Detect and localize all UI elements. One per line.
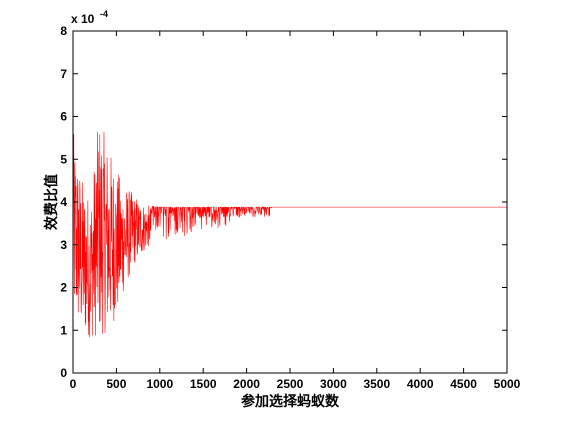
x-tick-label: 5000 bbox=[494, 377, 521, 391]
y-tick-label: 4 bbox=[60, 195, 67, 209]
x-tick-label: 500 bbox=[106, 377, 126, 391]
x-tick-label: 1000 bbox=[146, 377, 173, 391]
x-tick-label: 0 bbox=[70, 377, 77, 391]
x-axis-title: 参加选择蚂蚁数 bbox=[241, 393, 340, 410]
x-tick-label: 4000 bbox=[407, 377, 434, 391]
y-scale-base: x 10 bbox=[71, 12, 95, 26]
x-tick-label: 3500 bbox=[363, 377, 390, 391]
y-tick-label: 2 bbox=[60, 281, 67, 295]
y-tick-label: 0 bbox=[60, 366, 67, 380]
y-tick-label: 5 bbox=[60, 152, 67, 166]
y-tick-label: 3 bbox=[60, 238, 67, 252]
x-tick-label: 2500 bbox=[277, 377, 304, 391]
plot-layer bbox=[72, 131, 507, 338]
x-tick-label: 2000 bbox=[233, 377, 260, 391]
y-axis-title: 效费比值 bbox=[43, 174, 60, 230]
tick-layer: 0 500 1000 1500 2000 2500 3000 3500 4000 4500 5000… bbox=[60, 24, 520, 391]
y-tick-label: 1 bbox=[60, 323, 67, 337]
y-tick-label: 7 bbox=[60, 67, 67, 81]
x-tick-label: 4500 bbox=[450, 377, 477, 391]
series-line bbox=[72, 131, 507, 338]
y-tick-label: 6 bbox=[60, 110, 67, 124]
y-scale-exponent: -4 bbox=[100, 9, 108, 19]
x-tick-label: 1500 bbox=[190, 377, 217, 391]
x-tick-label: 3000 bbox=[320, 377, 347, 391]
y-tick-label: 8 bbox=[60, 24, 67, 38]
